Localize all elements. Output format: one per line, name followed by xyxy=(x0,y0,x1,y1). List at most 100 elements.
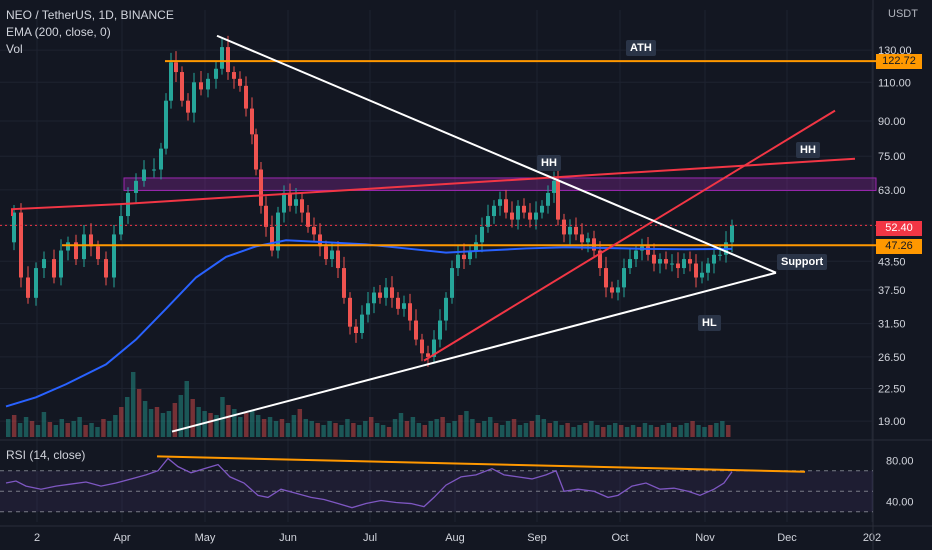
volume-bar xyxy=(363,421,368,437)
volume-bar xyxy=(53,425,59,437)
volume-bar xyxy=(446,423,451,437)
candle-body xyxy=(12,212,16,243)
volume-bar xyxy=(303,419,308,437)
volume-bar xyxy=(416,423,422,437)
candle-body xyxy=(366,303,370,315)
volume-bar xyxy=(166,411,172,437)
volume-bar xyxy=(386,427,392,437)
y-tick-label: 37.50 xyxy=(878,285,906,297)
volume-bar xyxy=(618,425,624,437)
volume-bar xyxy=(184,381,189,437)
candle-body xyxy=(164,100,168,149)
volume-bar xyxy=(208,413,213,437)
volume-bar xyxy=(517,425,523,437)
ath-annotation: ATH xyxy=(626,40,656,56)
candle-body xyxy=(552,180,556,193)
candle-body xyxy=(174,62,178,73)
volume-bar xyxy=(339,425,344,437)
triangle-lower-line xyxy=(171,271,777,433)
x-tick-label: Aug xyxy=(445,532,465,544)
volume-bar xyxy=(529,421,535,437)
volume-bar xyxy=(11,415,17,437)
volume-bar xyxy=(107,421,112,437)
rsi-tick-label: 40.00 xyxy=(886,497,914,509)
candle-body xyxy=(330,250,334,260)
volume-bar xyxy=(23,417,29,437)
volume-bar xyxy=(214,415,219,437)
candle-body xyxy=(270,226,274,251)
candle-body xyxy=(568,226,572,235)
volume-bar xyxy=(345,419,350,437)
volume-bar xyxy=(196,407,201,437)
volume-bar xyxy=(273,421,279,437)
volume-bar xyxy=(553,421,558,437)
volume-bar xyxy=(59,419,65,437)
volume-bar xyxy=(95,427,100,437)
volume-bar xyxy=(369,417,374,437)
volume-bar xyxy=(71,421,76,437)
candle-body xyxy=(390,287,394,298)
candle-body xyxy=(408,303,412,321)
candle-body xyxy=(186,100,190,113)
volume-bar xyxy=(83,425,88,437)
volume-bar xyxy=(493,423,499,437)
candle-body xyxy=(104,259,108,278)
candle-body xyxy=(159,148,163,170)
volume-bar xyxy=(726,425,731,437)
candle-body xyxy=(42,259,46,269)
support-price-tag: 47.26 xyxy=(876,239,922,254)
volume-bar xyxy=(499,425,505,437)
candle-body xyxy=(718,254,722,256)
candle-body xyxy=(294,199,298,206)
y-tick-label: 19.00 xyxy=(878,416,906,428)
volume-bar xyxy=(488,417,493,437)
candle-body xyxy=(622,268,626,288)
candle-body xyxy=(206,78,210,90)
x-tick-label: May xyxy=(195,532,216,544)
candle-body xyxy=(562,219,566,235)
volume-bar xyxy=(232,409,237,437)
hh-annotation-right: HH xyxy=(796,142,820,158)
candle-body xyxy=(214,68,218,79)
candle-body xyxy=(664,259,668,264)
candle-body xyxy=(580,234,584,243)
volume-bar xyxy=(249,411,255,437)
candle-body xyxy=(152,169,156,171)
volume-bar xyxy=(130,372,136,437)
volume-bar xyxy=(708,425,713,437)
red-trendline-support xyxy=(423,109,836,362)
hl-annotation: HL xyxy=(698,315,721,331)
candle-body xyxy=(712,254,716,264)
candle-body xyxy=(456,254,460,269)
candle-body xyxy=(52,259,56,278)
volume-bar xyxy=(148,409,154,437)
volume-bar xyxy=(29,421,35,437)
x-tick-label: Oct xyxy=(611,532,628,544)
volume-bar xyxy=(291,415,297,437)
volume-bar xyxy=(702,427,707,437)
candle-body xyxy=(384,287,388,298)
candle-body xyxy=(450,268,454,298)
candle-body xyxy=(66,242,70,251)
volume-bar xyxy=(684,423,689,437)
ath-price-tag: 122.72 xyxy=(876,54,922,69)
volume-bar xyxy=(630,425,636,437)
volume-bar xyxy=(666,423,671,437)
candle-body xyxy=(348,297,352,327)
rsi-divergence-line xyxy=(156,455,806,473)
support-annotation: Support xyxy=(777,254,828,270)
candle-body xyxy=(169,62,173,101)
candle-body xyxy=(586,238,590,243)
candle-body xyxy=(432,339,436,357)
volume-bar xyxy=(535,415,541,437)
candle-body xyxy=(312,226,316,235)
candle-body xyxy=(74,242,78,260)
volume-bar xyxy=(404,421,410,437)
volume-bar xyxy=(678,425,683,437)
volume-bar xyxy=(434,419,439,437)
y-tick-label: 90.00 xyxy=(878,116,906,128)
candle-body xyxy=(199,82,203,90)
candle-body xyxy=(604,268,608,288)
candle-body xyxy=(426,353,430,357)
